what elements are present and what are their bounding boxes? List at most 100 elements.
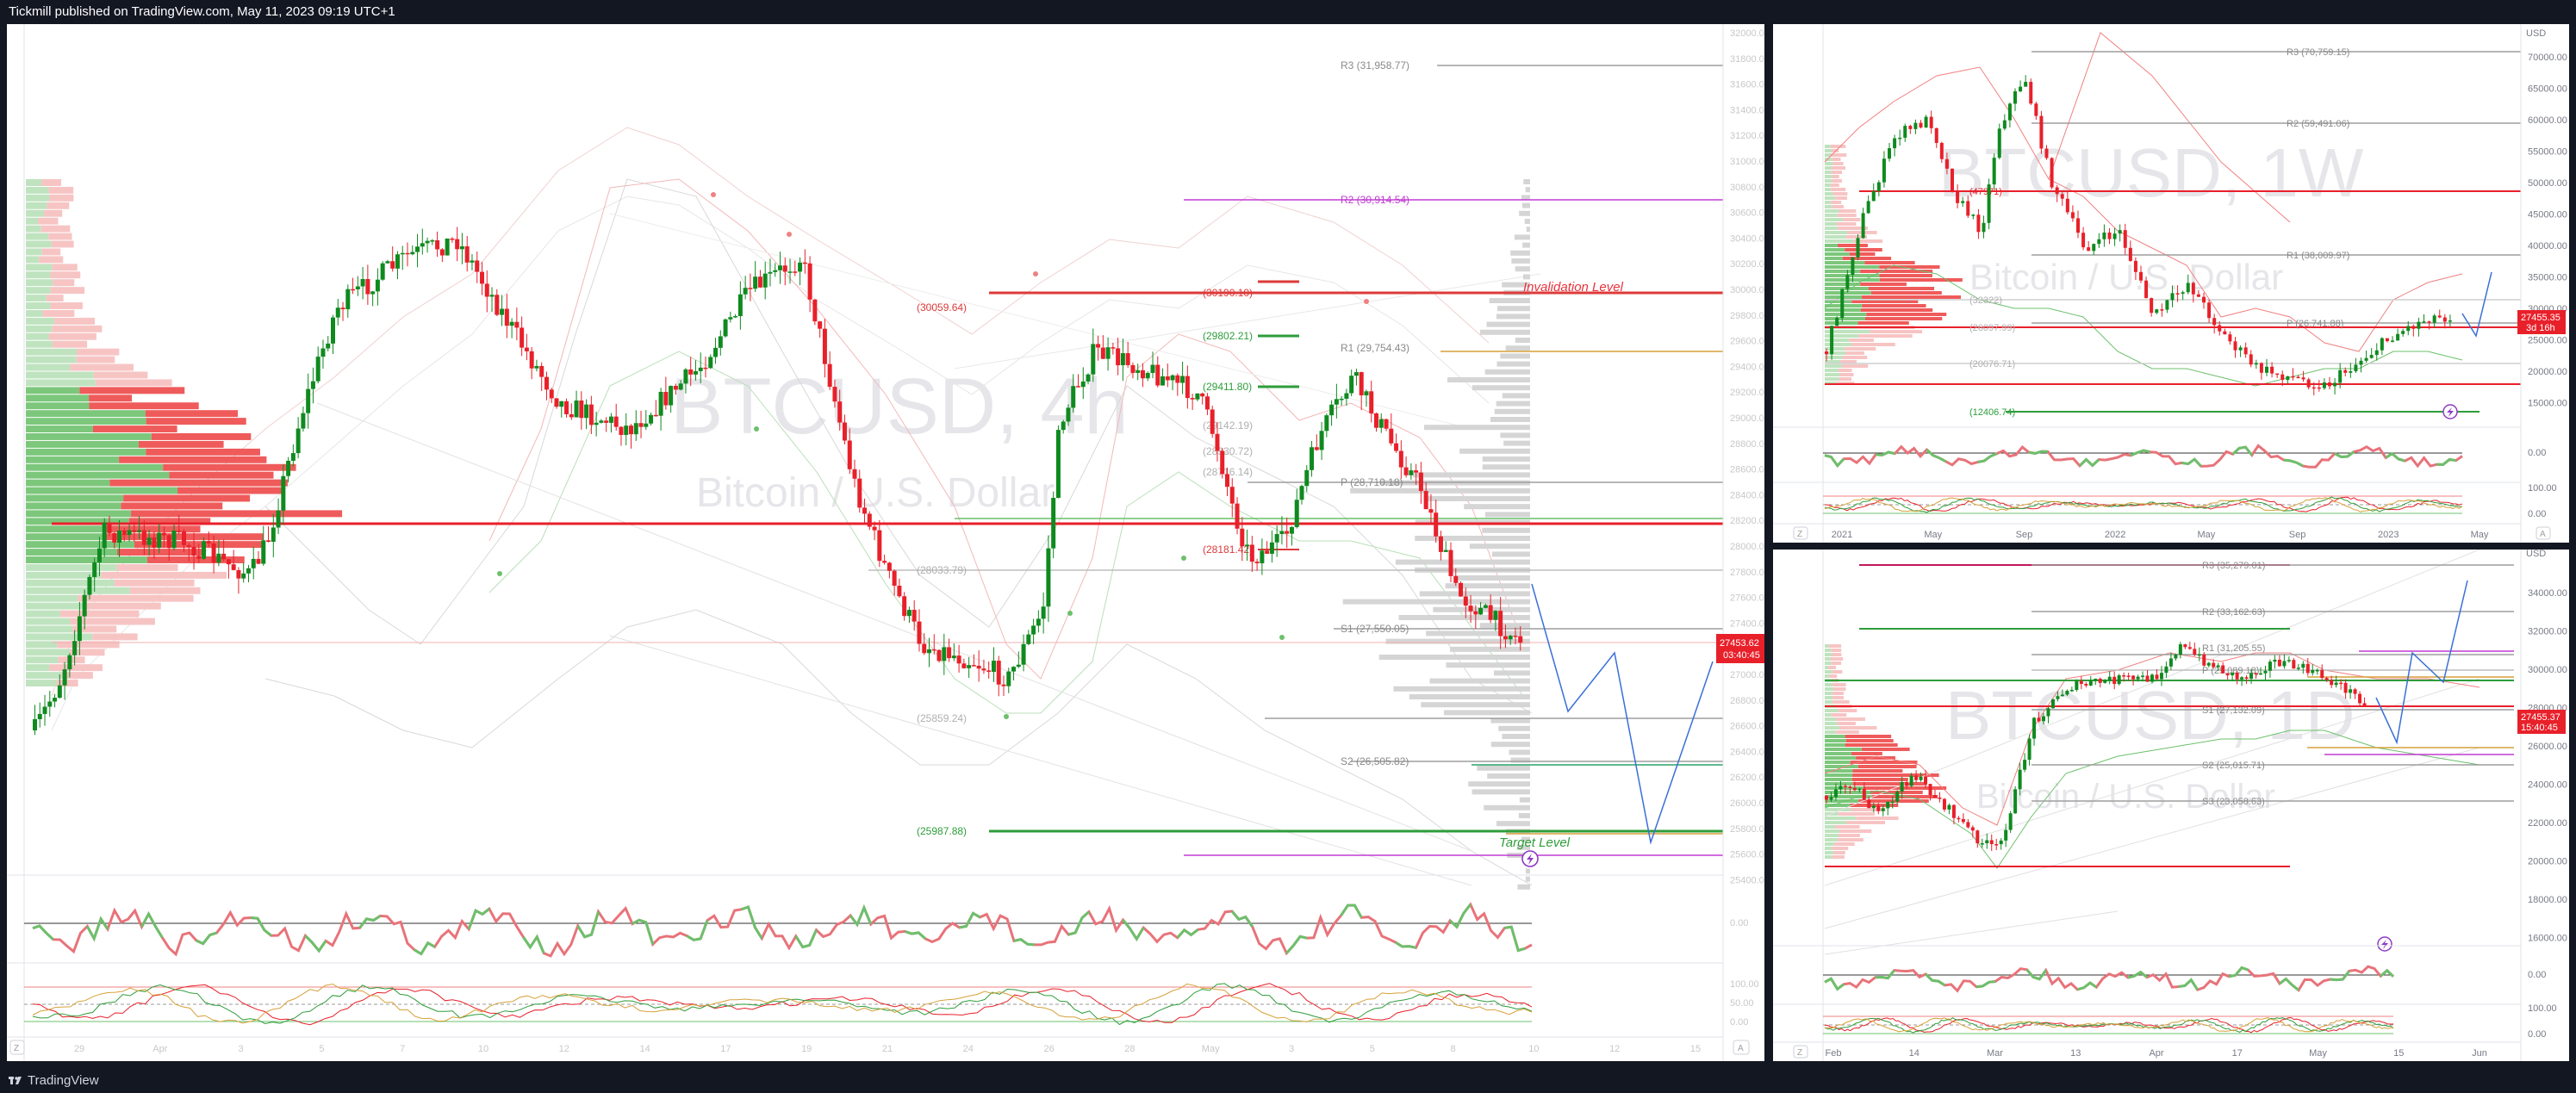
candle-body xyxy=(2343,682,2348,693)
candle-body xyxy=(2139,271,2143,281)
volume-bar-down xyxy=(49,194,74,202)
candle-body xyxy=(2312,387,2316,389)
auto-scale-button[interactable]: A xyxy=(1733,1040,1750,1055)
tradingview-brand[interactable]: TradingView xyxy=(28,1073,99,1088)
candle-body xyxy=(2029,82,2033,104)
candle-body xyxy=(2306,379,2311,388)
candle-body xyxy=(464,245,470,263)
tradingview-logo-icon[interactable] xyxy=(9,1073,22,1087)
volume-bar-down xyxy=(49,664,103,672)
osc-segment xyxy=(686,920,709,941)
volume-bar-up xyxy=(26,194,50,202)
chart-panel-4h[interactable]: BTCUSD, 4h Bitcoin / U.S. Dollar xyxy=(7,24,1764,1061)
time-axis-1d[interactable]: Feb 14 Mar 13 Apr 17 May 15 Jun xyxy=(1826,1048,2487,1059)
axis-settings-button-z[interactable]: Z xyxy=(9,1040,25,1055)
price-axis-1w[interactable]: 70000.00 65000.00 60000.00 55000.00 50000.00… xyxy=(2528,53,2567,409)
candle-body xyxy=(559,401,564,407)
chart-1d-canvas[interactable]: BTCUSD, 1D Bitcoin / U.S. Dollar R3 (35,… xyxy=(1773,550,2569,1061)
volume-bar-down xyxy=(1860,283,1907,286)
candle-body xyxy=(2265,366,2268,373)
time-tick: 10 xyxy=(1528,1044,1539,1054)
lightning-event-icon-1w[interactable] xyxy=(2442,404,2458,419)
time-tick: 8 xyxy=(1451,1044,1456,1054)
price-tick: 25800.00 xyxy=(1730,824,1764,835)
volume-bar-session xyxy=(1500,432,1530,438)
candle-body xyxy=(2324,678,2329,680)
volume-bar-up xyxy=(1825,356,1843,359)
axis-settings-button-z-1d[interactable]: Z xyxy=(1793,1045,1808,1059)
volume-bar-down xyxy=(1832,692,1844,695)
candle-body xyxy=(2406,326,2411,332)
auto-scale-button-1w[interactable]: A xyxy=(2536,526,2551,540)
volume-bar-up xyxy=(26,433,152,440)
volume-bar-up xyxy=(1825,674,1830,678)
candle-body xyxy=(2202,296,2206,303)
price-tick: 24000.00 xyxy=(2528,780,2567,791)
lightning-event-icon-1d[interactable] xyxy=(2377,936,2392,952)
volume-bar-down xyxy=(52,325,103,332)
time-axis[interactable]: 29 Apr 3 5 7 10 12 14 17 19 21 24 26 28 May 3 5 8 10 12 15 xyxy=(74,1044,1701,1054)
candle-body xyxy=(236,569,241,579)
candles-1d xyxy=(1825,642,2367,851)
time-tick: 2021 xyxy=(1832,530,1852,540)
candle-body xyxy=(782,265,787,272)
candle-body xyxy=(390,261,395,269)
candle-body xyxy=(1876,805,1881,811)
lightning-event-icon[interactable] xyxy=(1521,850,1539,867)
candle-body xyxy=(2168,658,2173,667)
volume-bar-up xyxy=(1825,687,1834,691)
price-tick: 27600.00 xyxy=(1730,593,1764,604)
candle-body xyxy=(2170,293,2175,301)
candle-body xyxy=(211,543,216,563)
volume-bar-down xyxy=(48,186,74,194)
candle-body xyxy=(331,317,335,344)
volume-bar-session xyxy=(1413,472,1530,478)
price-tick: 35000.00 xyxy=(2528,273,2567,283)
volume-bar-down xyxy=(1851,300,1919,303)
volume-bar-up xyxy=(1825,683,1832,686)
candle-body xyxy=(1503,636,1508,640)
svg-text:0.00: 0.00 xyxy=(2528,509,2546,519)
chart-panel-1w[interactable]: BTCUSD, 1W Bitcoin / U.S. Dollar R3 (70,… xyxy=(1773,24,2569,543)
volume-bar-up xyxy=(1825,343,1851,346)
volume-bar-session xyxy=(1450,646,1530,652)
price-tick: 32000.00 xyxy=(2528,627,2567,637)
price-tick: 26000.00 xyxy=(2528,742,2567,752)
volume-bar-down xyxy=(1850,808,1886,811)
chart-4h-canvas[interactable]: BTCUSD, 4h Bitcoin / U.S. Dollar xyxy=(7,24,1764,1061)
axis-settings-button-z-1w[interactable]: Z xyxy=(1793,526,1808,540)
candle-body xyxy=(182,531,186,545)
volume-bar-down xyxy=(43,209,63,217)
time-tick: 13 xyxy=(2070,1048,2081,1059)
candle-body xyxy=(1951,168,1954,192)
candle-body xyxy=(529,351,534,369)
volume-bar-up xyxy=(26,363,71,371)
osc-segment xyxy=(2181,457,2202,468)
candle-body xyxy=(882,561,887,563)
time-tick: Jun xyxy=(2472,1048,2487,1059)
chart-1w-canvas[interactable]: BTCUSD, 1W Bitcoin / U.S. Dollar R3 (70,… xyxy=(1773,24,2569,543)
candle-body xyxy=(2282,661,2287,667)
osc-segment xyxy=(959,911,981,929)
price-axis[interactable]: 32000.00 31800.00 31600.00 31400.00 31200.00… xyxy=(1730,28,1764,885)
volume-bar-up xyxy=(1825,666,1829,669)
candle-body xyxy=(996,661,1001,685)
svg-text:0.00: 0.00 xyxy=(1730,1017,1748,1028)
time-axis-1w[interactable]: 2021 May Sep 2022 May Sep 2023 May xyxy=(1832,530,2489,540)
price-axis-1d[interactable]: 34000.0032000.0030000.0028000.0026000.00… xyxy=(2528,588,2567,944)
candle-body xyxy=(2322,382,2326,388)
candle-body xyxy=(1898,137,1902,140)
time-tick: 15 xyxy=(2393,1048,2404,1059)
volume-bar-down xyxy=(1839,829,1872,833)
osc-segment xyxy=(576,911,600,939)
level-29411: (29411.80) xyxy=(1203,381,1252,393)
svg-text:R2 (33,162.63): R2 (33,162.63) xyxy=(2202,607,2265,618)
candle-body xyxy=(1997,128,2001,158)
osc-segment xyxy=(1824,454,1845,468)
chart-panel-1d[interactable]: BTCUSD, 1D Bitcoin / U.S. Dollar R3 (35,… xyxy=(1773,550,2569,1061)
volume-bar-down xyxy=(53,279,75,287)
volume-bar-up xyxy=(1825,786,1864,790)
candle-body xyxy=(718,336,723,348)
volume-bar-up xyxy=(1825,761,1851,764)
volume-bar-up xyxy=(1825,743,1845,747)
